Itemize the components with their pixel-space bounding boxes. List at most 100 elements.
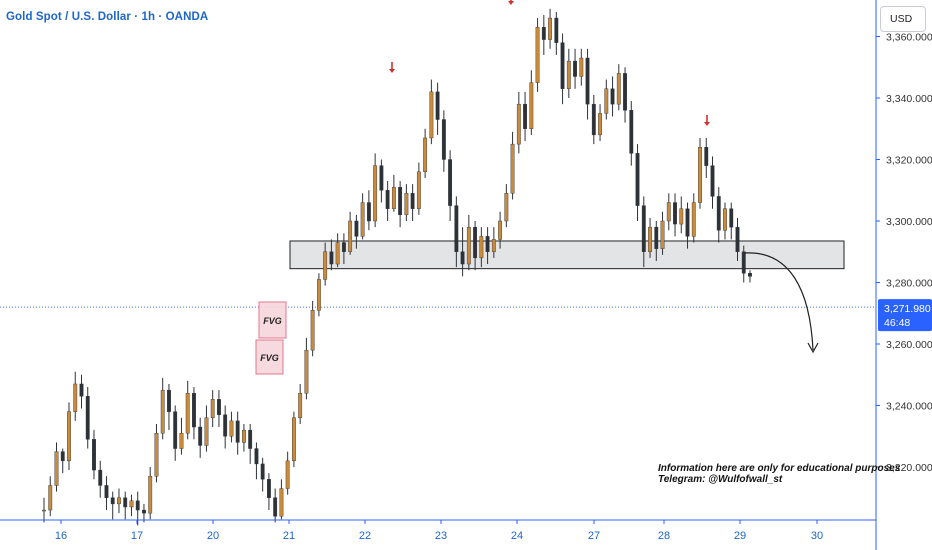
candle xyxy=(54,442,59,492)
candle xyxy=(710,156,715,209)
candle xyxy=(379,159,384,203)
candle-body xyxy=(285,460,290,489)
candle xyxy=(98,460,103,498)
x-tick-label: 21 xyxy=(283,530,295,542)
candle xyxy=(723,202,727,240)
candle xyxy=(154,423,159,483)
candle xyxy=(279,479,284,520)
candle xyxy=(510,131,515,200)
candle-body xyxy=(510,143,515,194)
candle-body xyxy=(179,432,184,449)
candle xyxy=(485,227,490,265)
candle-body xyxy=(573,60,577,77)
candle xyxy=(42,497,46,523)
candle-body xyxy=(679,208,684,225)
candle-body xyxy=(423,137,428,173)
candle-body xyxy=(142,509,146,514)
candle xyxy=(654,221,659,261)
candle xyxy=(329,239,334,271)
candle-body xyxy=(635,153,640,206)
fvg-rect xyxy=(258,301,287,339)
candle xyxy=(229,411,234,443)
candle-body xyxy=(341,242,346,252)
currency-selector[interactable]: USD xyxy=(880,6,926,32)
candle xyxy=(373,153,378,228)
candle xyxy=(185,380,190,440)
candle-body xyxy=(148,476,153,514)
candle-body xyxy=(73,383,78,412)
candle-body xyxy=(441,119,446,160)
candle-body xyxy=(741,251,746,274)
candle-body xyxy=(104,485,109,498)
candle-body xyxy=(316,279,321,311)
candle-body xyxy=(160,389,165,434)
x-tick-label: 16 xyxy=(55,530,67,542)
candle-body xyxy=(623,73,627,111)
candle-body xyxy=(460,251,465,265)
fvg-box: FVG xyxy=(258,301,287,339)
candle-body xyxy=(260,463,265,480)
candle-body xyxy=(335,242,340,265)
candle xyxy=(529,70,534,135)
candle-body xyxy=(598,113,602,136)
fvg-label: FVG xyxy=(263,316,282,326)
candle xyxy=(423,128,428,178)
candle xyxy=(192,387,196,440)
candle-body xyxy=(354,220,359,237)
candle-body xyxy=(385,190,390,209)
candle xyxy=(616,64,621,111)
candle xyxy=(254,442,259,480)
candle xyxy=(167,383,171,431)
candle-body xyxy=(416,171,421,209)
candle-body xyxy=(204,417,209,446)
candle-body xyxy=(498,220,503,240)
candle xyxy=(416,162,421,215)
chart-title[interactable]: Gold Spot / U.S. Dollar · 1h · OANDA xyxy=(6,11,209,23)
candle xyxy=(110,491,115,520)
candle-body xyxy=(485,236,490,252)
candle xyxy=(341,233,346,265)
candle-body xyxy=(666,202,671,222)
candle xyxy=(354,214,359,249)
candle-body xyxy=(398,186,403,216)
candle xyxy=(685,202,690,249)
candle-body xyxy=(310,309,315,351)
candle xyxy=(498,211,503,249)
candle-body xyxy=(541,27,546,40)
candle-body xyxy=(654,226,659,249)
x-tick-label: 24 xyxy=(511,530,523,542)
candle xyxy=(179,417,184,455)
candle-body xyxy=(454,205,459,252)
candle xyxy=(217,390,221,428)
candle-body xyxy=(479,236,484,259)
candle-body xyxy=(379,165,384,191)
candle xyxy=(579,48,584,86)
candle xyxy=(210,390,215,428)
candle xyxy=(310,300,315,357)
x-tick-label: 29 xyxy=(734,530,746,542)
y-tick-label: 3,340.000 xyxy=(886,93,932,105)
candle-body xyxy=(660,220,665,249)
candle-body xyxy=(491,239,496,252)
candle-body xyxy=(410,193,415,209)
candle-body xyxy=(210,399,215,419)
candle xyxy=(360,193,365,240)
candle xyxy=(516,91,521,154)
x-tick-label: 28 xyxy=(658,530,670,542)
candle-body xyxy=(298,393,303,419)
candle xyxy=(67,402,71,471)
candle-body xyxy=(279,488,284,517)
candle xyxy=(748,270,752,283)
fvg-box: FVG xyxy=(255,339,284,375)
candle-body xyxy=(391,186,396,209)
annotation-line-2: Telegram: @Wulfofwall_st xyxy=(658,474,783,485)
candle xyxy=(117,488,121,514)
candle-body xyxy=(698,146,702,203)
y-tick-label: 3,260.000 xyxy=(886,339,932,351)
price-tag-value: 3,271.980 xyxy=(884,303,931,315)
candle-body xyxy=(223,414,228,437)
candle-body xyxy=(323,251,328,280)
candle xyxy=(441,110,446,172)
candle-body xyxy=(685,208,690,237)
